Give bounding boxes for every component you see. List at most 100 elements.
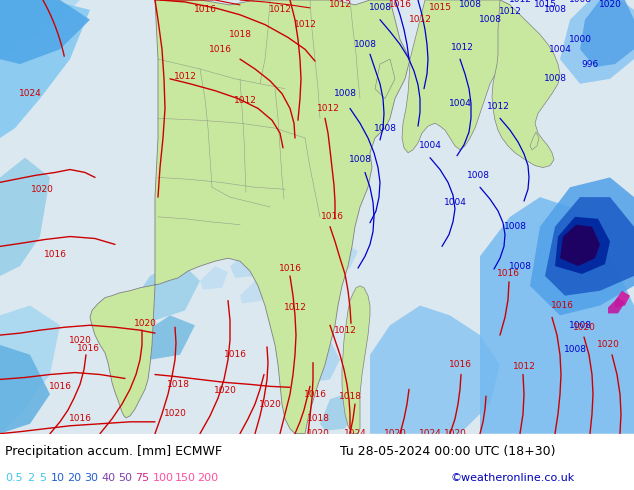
Text: 1015: 1015 (533, 0, 557, 9)
Polygon shape (275, 251, 305, 276)
Polygon shape (615, 291, 630, 308)
Text: 1016: 1016 (321, 212, 344, 221)
Text: 1012: 1012 (283, 303, 306, 312)
Polygon shape (545, 197, 634, 295)
Text: 1020: 1020 (214, 386, 236, 395)
Text: 1016: 1016 (550, 301, 574, 310)
Text: 1015: 1015 (429, 3, 451, 12)
Polygon shape (0, 345, 50, 434)
Text: 1012: 1012 (333, 326, 356, 335)
Text: 1012: 1012 (498, 7, 521, 16)
Polygon shape (200, 266, 228, 290)
Polygon shape (492, 0, 560, 168)
Text: 1008: 1008 (503, 222, 526, 231)
Text: 1016: 1016 (224, 350, 247, 359)
Text: 1016: 1016 (389, 0, 411, 9)
Text: 1004: 1004 (418, 141, 441, 150)
Text: 1004: 1004 (548, 45, 571, 54)
Text: Precipitation accum. [mm] ECMWF: Precipitation accum. [mm] ECMWF (5, 445, 222, 458)
Text: 1020: 1020 (164, 410, 186, 418)
Text: 1008: 1008 (569, 321, 592, 330)
Polygon shape (370, 306, 500, 434)
Text: 2: 2 (27, 473, 35, 483)
Polygon shape (560, 225, 600, 266)
Polygon shape (0, 0, 90, 138)
Text: 5: 5 (39, 473, 46, 483)
Polygon shape (130, 261, 200, 320)
Polygon shape (320, 394, 355, 431)
Text: 1018: 1018 (339, 392, 361, 401)
Polygon shape (375, 59, 395, 98)
Text: 1008: 1008 (508, 262, 531, 270)
Polygon shape (130, 316, 195, 360)
Text: 1016: 1016 (496, 270, 519, 278)
Polygon shape (560, 0, 634, 84)
Polygon shape (555, 217, 610, 274)
Polygon shape (335, 245, 358, 270)
Text: 1024: 1024 (344, 429, 366, 438)
Text: 1020: 1020 (444, 429, 467, 438)
Text: 20: 20 (67, 473, 82, 483)
Text: 50: 50 (119, 473, 133, 483)
Text: 1020: 1020 (30, 185, 53, 194)
Text: 1004: 1004 (444, 197, 467, 207)
Text: 100: 100 (153, 473, 174, 483)
Text: 1020: 1020 (573, 323, 595, 332)
Text: 40: 40 (101, 473, 115, 483)
Text: 1008: 1008 (458, 0, 481, 9)
Polygon shape (608, 297, 625, 314)
Text: 1016: 1016 (44, 250, 67, 259)
Text: 1016: 1016 (77, 344, 100, 353)
Text: Tu 28-05-2024 00:00 UTC (18+30): Tu 28-05-2024 00:00 UTC (18+30) (340, 445, 555, 458)
Text: 1008: 1008 (543, 5, 567, 14)
Text: 1018: 1018 (228, 30, 252, 39)
Polygon shape (230, 251, 262, 278)
Polygon shape (402, 0, 515, 153)
Text: 1020: 1020 (598, 0, 621, 9)
Text: 200: 200 (198, 473, 219, 483)
Text: 996: 996 (581, 60, 598, 69)
Text: 10: 10 (51, 473, 65, 483)
Text: 1016: 1016 (278, 264, 302, 272)
Polygon shape (260, 222, 290, 248)
Polygon shape (240, 281, 268, 304)
Text: 1012: 1012 (512, 362, 536, 371)
Polygon shape (305, 340, 340, 382)
Text: 1012: 1012 (174, 73, 197, 81)
Text: 1012: 1012 (316, 104, 339, 113)
Text: 1008: 1008 (467, 171, 489, 180)
Text: 1012: 1012 (508, 0, 531, 4)
Text: 1016: 1016 (304, 390, 327, 399)
Polygon shape (530, 132, 539, 150)
Text: 1012: 1012 (408, 15, 432, 24)
Polygon shape (90, 0, 410, 434)
Polygon shape (580, 0, 634, 67)
Text: 1008: 1008 (368, 3, 392, 12)
Polygon shape (0, 0, 90, 64)
Polygon shape (0, 306, 60, 434)
Text: 1016: 1016 (48, 382, 72, 391)
Text: 1004: 1004 (449, 99, 472, 108)
Text: 1008: 1008 (569, 0, 592, 4)
Text: 1016: 1016 (193, 5, 216, 14)
Text: 1008: 1008 (354, 40, 377, 49)
Text: 75: 75 (136, 473, 150, 483)
Text: 1020: 1020 (68, 336, 91, 344)
Text: 1008: 1008 (333, 89, 356, 98)
Text: 1008: 1008 (373, 123, 396, 133)
Text: 1008: 1008 (564, 345, 586, 354)
Text: 1000: 1000 (569, 35, 592, 44)
Text: ©weatheronline.co.uk: ©weatheronline.co.uk (450, 473, 574, 483)
Text: 1016: 1016 (68, 415, 91, 423)
Text: 1012: 1012 (233, 96, 256, 105)
Text: 1008: 1008 (479, 15, 501, 24)
Text: 1020: 1020 (384, 429, 406, 438)
Text: 1008: 1008 (349, 155, 372, 164)
Text: 30: 30 (84, 473, 98, 483)
Text: 1016: 1016 (448, 360, 472, 369)
Text: 1018: 1018 (306, 415, 330, 423)
Text: 1018: 1018 (167, 380, 190, 389)
Text: 1008: 1008 (543, 74, 567, 83)
Text: 1012: 1012 (486, 102, 510, 111)
Text: 1024: 1024 (18, 89, 41, 98)
